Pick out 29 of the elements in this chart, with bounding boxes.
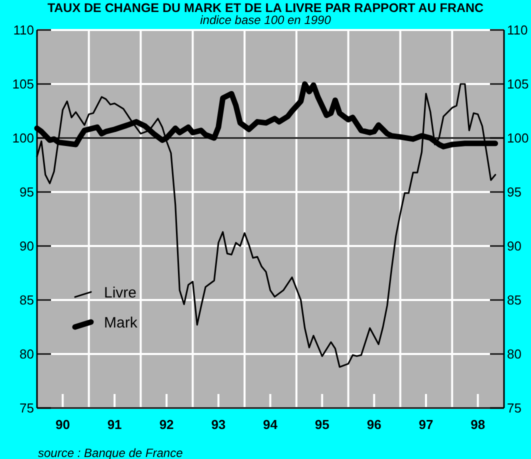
- y-tick-label: 80: [20, 346, 34, 362]
- y-tick-label: 105: [12, 76, 34, 92]
- y2-tick-label: 95: [507, 184, 522, 200]
- y-tick-label: 95: [20, 184, 34, 200]
- y2-tick-label: 110: [507, 22, 528, 38]
- y-tick-label: 75: [20, 400, 34, 416]
- x-tick-label: 90: [55, 417, 70, 432]
- x-tick-label: 95: [314, 417, 330, 432]
- y2-tick-label: 85: [507, 292, 522, 308]
- x-tick-label: 92: [159, 417, 174, 432]
- x-tick-label: 98: [470, 417, 486, 432]
- legend-label: Mark: [104, 314, 138, 332]
- y2-tick-label: 90: [507, 238, 522, 254]
- chart-subtitle: indice base 100 en 1990: [200, 13, 332, 27]
- y-tick-label: 110: [13, 22, 34, 38]
- x-tick-label: 96: [366, 417, 382, 432]
- y2-tick-label: 75: [507, 400, 522, 416]
- x-tick-label: 93: [211, 417, 226, 432]
- y2-tick-label: 105: [507, 76, 529, 92]
- legend-label: Livre: [104, 284, 137, 302]
- y-tick-label: 85: [20, 292, 34, 308]
- chart-title: TAUX DE CHANGE DU MARK ET DE LA LIVRE PAR RAPPORT AU FRANC: [47, 1, 484, 15]
- y-tick-label: 100: [12, 130, 34, 146]
- y2-tick-label: 80: [507, 346, 522, 362]
- x-tick-label: 97: [418, 417, 434, 432]
- y2-tick-label: 100: [507, 130, 529, 146]
- y-tick-label: 90: [20, 238, 34, 254]
- x-tick-label: 94: [263, 417, 278, 432]
- x-tick-label: 91: [107, 417, 122, 432]
